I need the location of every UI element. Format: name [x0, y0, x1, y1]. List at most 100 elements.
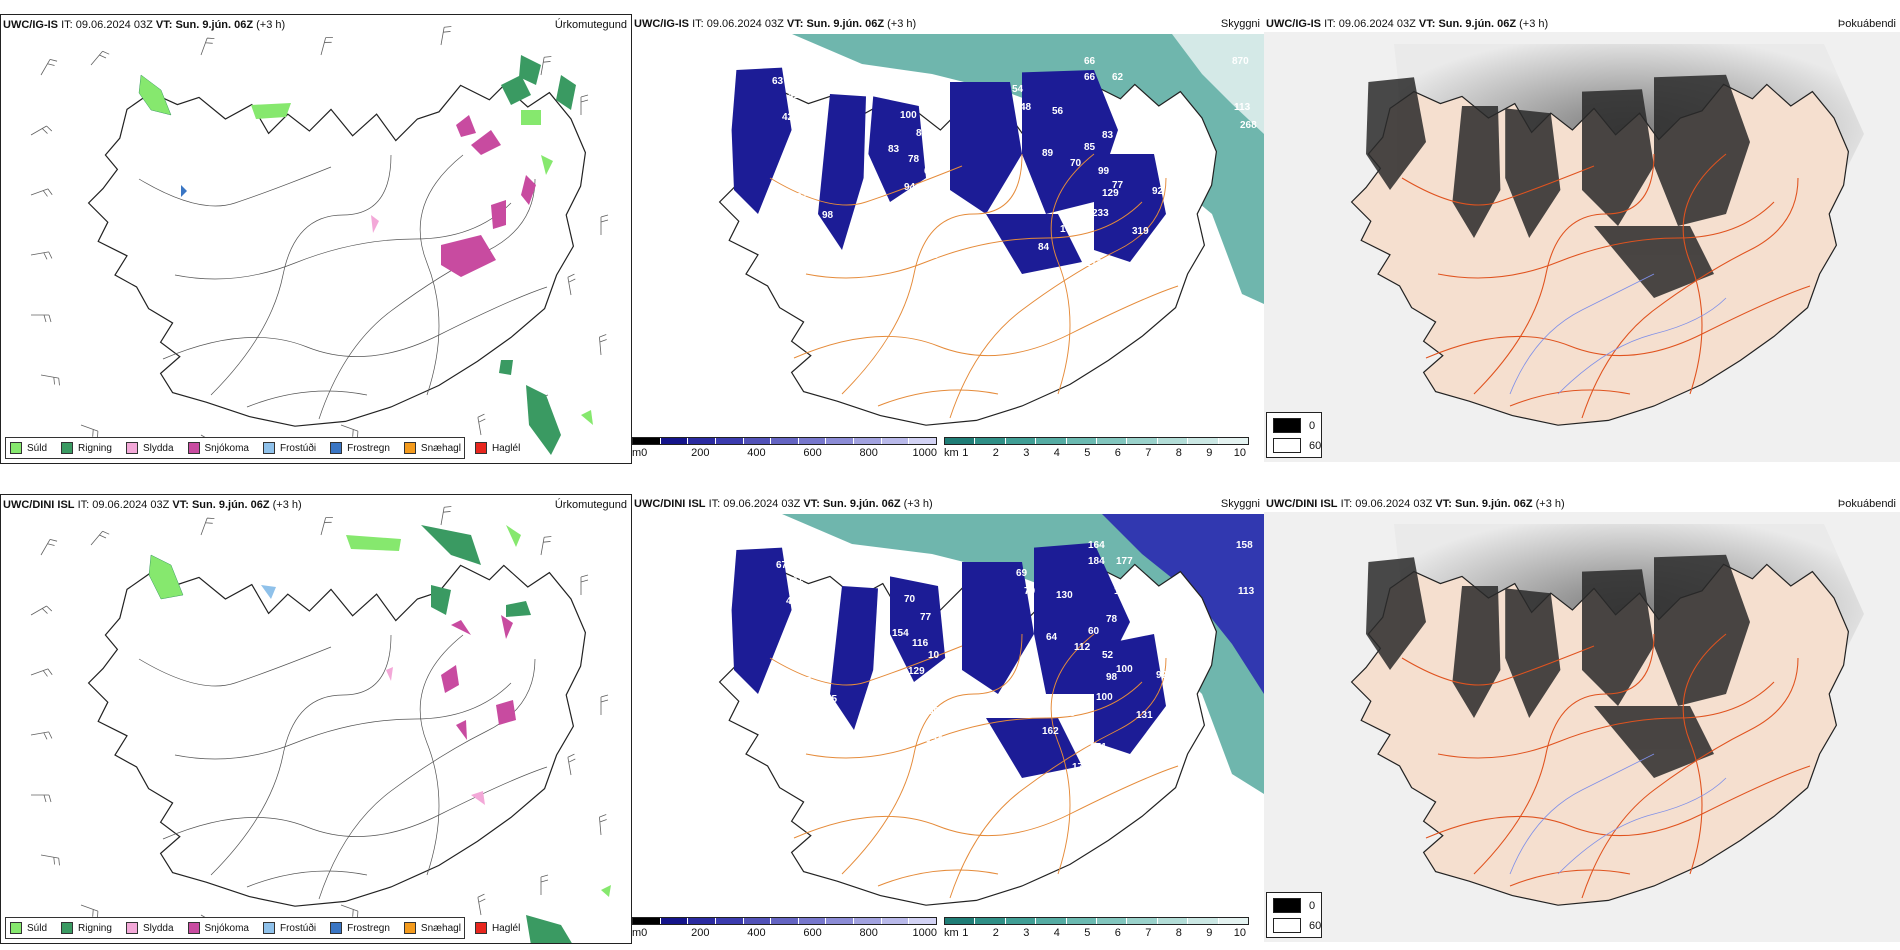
fog-legend-bottom: 0 60: [1266, 892, 1322, 938]
legend-swatch: [262, 922, 275, 934]
colorbar-swatch: [633, 438, 661, 444]
fog-legend-row: 0: [1273, 418, 1315, 433]
cloud-base-value: 44: [783, 538, 795, 549]
cloud-base-value: 73: [1130, 92, 1142, 103]
legend-swatch: [330, 922, 343, 934]
colorbar-tick-label: 8: [1175, 447, 1182, 459]
colorbar-swatch: [826, 438, 855, 444]
legend-item: Rigning: [61, 922, 112, 934]
colorbar-swatch: [1036, 438, 1067, 444]
cloud-base-value: 50: [796, 178, 808, 189]
colorbar-swatch: [743, 918, 772, 924]
cloud-base-value: 10: [928, 650, 940, 661]
cloud-base-value: 60: [924, 166, 936, 177]
colorbar-swatch: [975, 438, 1006, 444]
colorbar-tick-label: 400: [747, 447, 766, 459]
cloud-base-value: 67: [796, 646, 808, 657]
cloudbase-panel-bottom: UWC/DINI ISL IT: 09.06.2024 03Z VT: Sun.…: [632, 494, 1264, 944]
colorbar-tick-label: 0: [641, 927, 648, 939]
fog-swatch: [1273, 418, 1301, 433]
colorbar-tick-label: 4: [1053, 447, 1060, 459]
rivers: [1509, 273, 1727, 395]
cloud-base-value: 135: [1086, 298, 1103, 309]
colorbar-swatch: [881, 438, 910, 444]
colorbar-swatch: [633, 918, 661, 924]
fog-field: [1366, 74, 1750, 298]
precip-legend: Súld Rigning Slydda Snjókoma Frostúði Fr…: [5, 437, 520, 459]
unit-label: km: [944, 927, 959, 939]
colorbar-swatch: [798, 918, 827, 924]
cloudbase-panel-top: UWC/IG-IS IT: 09.06.2024 03Z VT: Sun. 9.…: [632, 14, 1264, 464]
cloud-base-value: 63: [792, 628, 804, 639]
cloud-base-value: 62: [1112, 72, 1124, 83]
legend-swatch: [474, 922, 487, 934]
colorbar-tick-label: 5: [1084, 927, 1091, 939]
cloud-base-value: 66: [1084, 56, 1096, 67]
cloud-base-value: 94: [904, 182, 916, 193]
fog-swatch: [1273, 898, 1301, 913]
cloud-base-value: 97: [786, 678, 798, 689]
colorbar-swatch: [715, 918, 744, 924]
cloud-base-value: 55: [782, 194, 794, 205]
cloud-base-value: 162: [1042, 726, 1059, 737]
cloud-base-value: 113: [1234, 102, 1251, 113]
cloud-base-value: 41: [788, 90, 800, 101]
cloud-base-value: 131: [1136, 710, 1153, 721]
colorbar-swatch: [1097, 918, 1128, 924]
fog-legend-row: 0: [1273, 898, 1315, 913]
cloud-base-value: 85: [826, 694, 838, 705]
colorbar-swatch: [1036, 918, 1067, 924]
cloud-base-value: 60: [1088, 626, 1100, 637]
cloud-base-value: 98: [822, 210, 834, 221]
colorbar-swatch: [715, 438, 744, 444]
cloud-base-value: 83: [1102, 130, 1114, 141]
colorbar-tick-label: 10: [1233, 927, 1246, 939]
legend-swatch: [61, 922, 74, 934]
panel-title: Úrkomutegund: [554, 499, 627, 511]
rivers: [1509, 753, 1727, 875]
cloud-base-value: 100: [1096, 692, 1113, 703]
colorbar-tick-label: 1000: [912, 927, 938, 939]
legend-item: Frostregn: [330, 442, 390, 454]
legend-item: Snjókoma: [187, 442, 249, 454]
cloudbase-colorbar: m 0 200 400 600 800 1000: [632, 437, 942, 463]
cloud-base-value: 154: [926, 734, 943, 745]
cloud-base-value: 233: [1092, 208, 1109, 219]
cloud-base-value: 116: [928, 192, 945, 203]
colorbar-tick-label: 3: [1023, 447, 1030, 459]
colorbar-swatch: [854, 438, 882, 444]
panel-title: Þokuábendi: [1837, 18, 1896, 30]
cloud-base-value: 319: [1132, 226, 1149, 237]
run-header: UWC/DINI ISL IT: 09.06.2024 03Z VT: Sun.…: [634, 498, 933, 510]
cloud-base-value: 87: [924, 222, 936, 233]
run-header: UWC/DINI ISL IT: 09.06.2024 03Z VT: Sun.…: [1266, 498, 1565, 510]
run-header: UWC/IG-IS IT: 09.06.2024 03Z VT: Sun. 9.…: [634, 18, 917, 30]
precip-areas: [148, 525, 611, 943]
cloud-base-value: 870: [1232, 56, 1249, 67]
colorbar-tick-label: 800: [859, 927, 878, 939]
colorbar-swatch: [1066, 918, 1098, 924]
colorbar-tick-label: 4: [1053, 927, 1060, 939]
colorbar-tick-label: 7: [1145, 447, 1152, 459]
fog-swatch: [1273, 918, 1301, 933]
fog-panel-bottom: UWC/DINI ISL IT: 09.06.2024 03Z VT: Sun.…: [1264, 494, 1900, 944]
colorbar-swatch: [771, 918, 799, 924]
colorbar-swatches: [944, 437, 1249, 445]
colorbar-swatch: [1188, 918, 1219, 924]
cloud-base-value: 40: [800, 114, 812, 125]
colorbar-tick-label: 2: [992, 447, 999, 459]
colorbar-swatch: [1127, 438, 1158, 444]
colorbar-swatches: [632, 917, 937, 925]
cloud-base-value: 70: [1070, 158, 1082, 169]
colorbar-swatch: [743, 438, 772, 444]
cloud-base-field: [731, 67, 1166, 274]
colorbar-tick-label: 5: [1084, 447, 1091, 459]
colorbar-ticks: 0 200 400 600 800 1000: [632, 927, 942, 941]
cloud-base-value: 116: [912, 638, 929, 649]
legend-item: Haglél: [474, 442, 520, 454]
colorbar-ticks: 0 200 400 600 800 1000: [632, 447, 942, 461]
unit-label: km: [944, 447, 959, 459]
cloud-base-value: 113: [1086, 258, 1103, 269]
